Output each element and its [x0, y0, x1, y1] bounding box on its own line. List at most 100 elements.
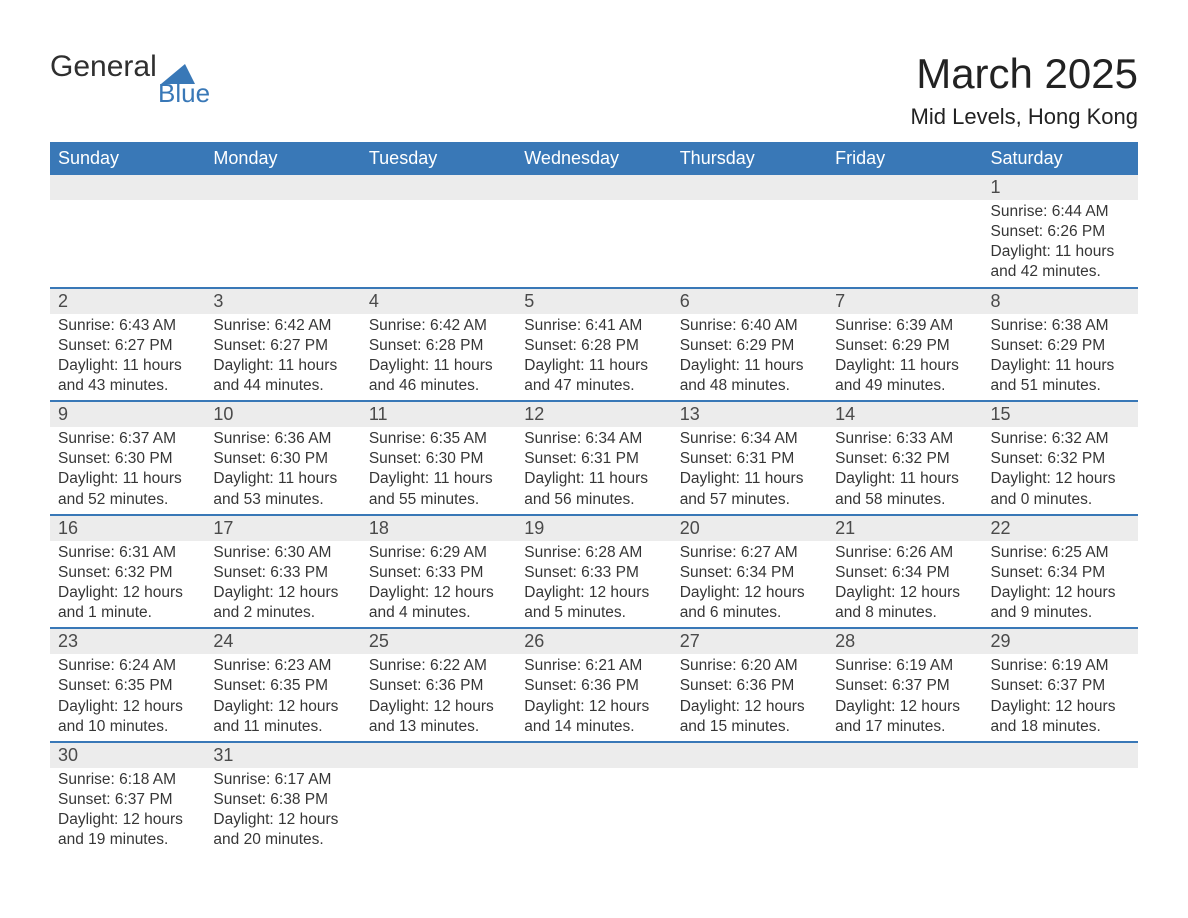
day-number: 24: [205, 628, 360, 654]
day-number: 19: [516, 515, 671, 541]
daylight-line: Daylight: 11 hours and 57 minutes.: [680, 469, 819, 509]
day-number: 31: [205, 742, 360, 768]
day-number: 17: [205, 515, 360, 541]
day-number: 8: [983, 288, 1138, 314]
sunrise-line: Sunrise: 6:22 AM: [369, 656, 508, 676]
day-number: [361, 175, 516, 200]
day-number: [516, 175, 671, 200]
sunset-line: Sunset: 6:34 PM: [835, 563, 974, 583]
weekday-header: Monday: [205, 142, 360, 175]
day-number: 14: [827, 401, 982, 427]
sunset-line: Sunset: 6:32 PM: [58, 563, 197, 583]
day-cell: [516, 200, 671, 288]
sunrise-line: Sunrise: 6:34 AM: [680, 429, 819, 449]
day-cell: Sunrise: 6:23 AMSunset: 6:35 PMDaylight:…: [205, 654, 360, 742]
logo-word1: General: [50, 50, 157, 84]
daylight-line: Daylight: 12 hours and 17 minutes.: [835, 697, 974, 737]
sunset-line: Sunset: 6:34 PM: [680, 563, 819, 583]
daylight-line: Daylight: 12 hours and 2 minutes.: [213, 583, 352, 623]
daylight-line: Daylight: 11 hours and 58 minutes.: [835, 469, 974, 509]
sunset-line: Sunset: 6:36 PM: [369, 676, 508, 696]
daylight-line: Daylight: 12 hours and 19 minutes.: [58, 810, 197, 850]
sunrise-line: Sunrise: 6:36 AM: [213, 429, 352, 449]
sunset-line: Sunset: 6:27 PM: [58, 336, 197, 356]
sunrise-line: Sunrise: 6:24 AM: [58, 656, 197, 676]
day-number-row: 16171819202122: [50, 515, 1138, 541]
sunset-line: Sunset: 6:37 PM: [835, 676, 974, 696]
sunset-line: Sunset: 6:32 PM: [991, 449, 1130, 469]
sunset-line: Sunset: 6:27 PM: [213, 336, 352, 356]
sunrise-line: Sunrise: 6:26 AM: [835, 543, 974, 563]
day-detail-row: Sunrise: 6:37 AMSunset: 6:30 PMDaylight:…: [50, 427, 1138, 515]
sunrise-line: Sunrise: 6:18 AM: [58, 770, 197, 790]
day-cell: Sunrise: 6:37 AMSunset: 6:30 PMDaylight:…: [50, 427, 205, 515]
day-number: 26: [516, 628, 671, 654]
sunrise-line: Sunrise: 6:19 AM: [991, 656, 1130, 676]
day-cell: Sunrise: 6:36 AMSunset: 6:30 PMDaylight:…: [205, 427, 360, 515]
day-cell: Sunrise: 6:19 AMSunset: 6:37 PMDaylight:…: [827, 654, 982, 742]
day-number: [672, 175, 827, 200]
day-number: 11: [361, 401, 516, 427]
day-cell: Sunrise: 6:33 AMSunset: 6:32 PMDaylight:…: [827, 427, 982, 515]
daylight-line: Daylight: 11 hours and 56 minutes.: [524, 469, 663, 509]
sunrise-line: Sunrise: 6:42 AM: [213, 316, 352, 336]
day-cell: Sunrise: 6:43 AMSunset: 6:27 PMDaylight:…: [50, 314, 205, 402]
daylight-line: Daylight: 12 hours and 18 minutes.: [991, 697, 1130, 737]
sunrise-line: Sunrise: 6:27 AM: [680, 543, 819, 563]
day-number: [983, 742, 1138, 768]
day-cell: [672, 768, 827, 855]
day-number: 21: [827, 515, 982, 541]
sunset-line: Sunset: 6:31 PM: [680, 449, 819, 469]
sunset-line: Sunset: 6:32 PM: [835, 449, 974, 469]
day-number: 15: [983, 401, 1138, 427]
day-number: 9: [50, 401, 205, 427]
sunset-line: Sunset: 6:29 PM: [991, 336, 1130, 356]
day-cell: Sunrise: 6:31 AMSunset: 6:32 PMDaylight:…: [50, 541, 205, 629]
sunrise-line: Sunrise: 6:42 AM: [369, 316, 508, 336]
day-cell: Sunrise: 6:26 AMSunset: 6:34 PMDaylight:…: [827, 541, 982, 629]
day-cell: Sunrise: 6:20 AMSunset: 6:36 PMDaylight:…: [672, 654, 827, 742]
day-number-row: 3031: [50, 742, 1138, 768]
sunrise-line: Sunrise: 6:32 AM: [991, 429, 1130, 449]
sunrise-line: Sunrise: 6:21 AM: [524, 656, 663, 676]
sunrise-line: Sunrise: 6:39 AM: [835, 316, 974, 336]
sunrise-line: Sunrise: 6:35 AM: [369, 429, 508, 449]
daylight-line: Daylight: 11 hours and 42 minutes.: [991, 242, 1130, 282]
day-cell: [672, 200, 827, 288]
day-number: 6: [672, 288, 827, 314]
sunrise-line: Sunrise: 6:28 AM: [524, 543, 663, 563]
daylight-line: Daylight: 11 hours and 49 minutes.: [835, 356, 974, 396]
sunset-line: Sunset: 6:34 PM: [991, 563, 1130, 583]
day-cell: Sunrise: 6:35 AMSunset: 6:30 PMDaylight:…: [361, 427, 516, 515]
day-cell: Sunrise: 6:32 AMSunset: 6:32 PMDaylight:…: [983, 427, 1138, 515]
daylight-line: Daylight: 11 hours and 53 minutes.: [213, 469, 352, 509]
sunset-line: Sunset: 6:37 PM: [58, 790, 197, 810]
day-number: 29: [983, 628, 1138, 654]
daylight-line: Daylight: 12 hours and 5 minutes.: [524, 583, 663, 623]
daylight-line: Daylight: 12 hours and 20 minutes.: [213, 810, 352, 850]
day-number-row: 1: [50, 175, 1138, 200]
daylight-line: Daylight: 11 hours and 44 minutes.: [213, 356, 352, 396]
daylight-line: Daylight: 12 hours and 15 minutes.: [680, 697, 819, 737]
daylight-line: Daylight: 12 hours and 9 minutes.: [991, 583, 1130, 623]
sunrise-line: Sunrise: 6:41 AM: [524, 316, 663, 336]
sunrise-line: Sunrise: 6:43 AM: [58, 316, 197, 336]
day-cell: Sunrise: 6:24 AMSunset: 6:35 PMDaylight:…: [50, 654, 205, 742]
weekday-header: Sunday: [50, 142, 205, 175]
day-cell: Sunrise: 6:19 AMSunset: 6:37 PMDaylight:…: [983, 654, 1138, 742]
daylight-line: Daylight: 11 hours and 55 minutes.: [369, 469, 508, 509]
day-cell: [827, 200, 982, 288]
sunset-line: Sunset: 6:37 PM: [991, 676, 1130, 696]
daylight-line: Daylight: 12 hours and 10 minutes.: [58, 697, 197, 737]
sunset-line: Sunset: 6:28 PM: [524, 336, 663, 356]
day-number: 3: [205, 288, 360, 314]
sunrise-line: Sunrise: 6:38 AM: [991, 316, 1130, 336]
header-row: General Blue March 2025 Mid Levels, Hong…: [50, 50, 1138, 130]
daylight-line: Daylight: 12 hours and 13 minutes.: [369, 697, 508, 737]
day-cell: Sunrise: 6:34 AMSunset: 6:31 PMDaylight:…: [672, 427, 827, 515]
day-number: 22: [983, 515, 1138, 541]
logo: General Blue: [50, 50, 210, 109]
calendar-table: SundayMondayTuesdayWednesdayThursdayFrid…: [50, 142, 1138, 854]
day-number: [827, 175, 982, 200]
sunrise-line: Sunrise: 6:30 AM: [213, 543, 352, 563]
